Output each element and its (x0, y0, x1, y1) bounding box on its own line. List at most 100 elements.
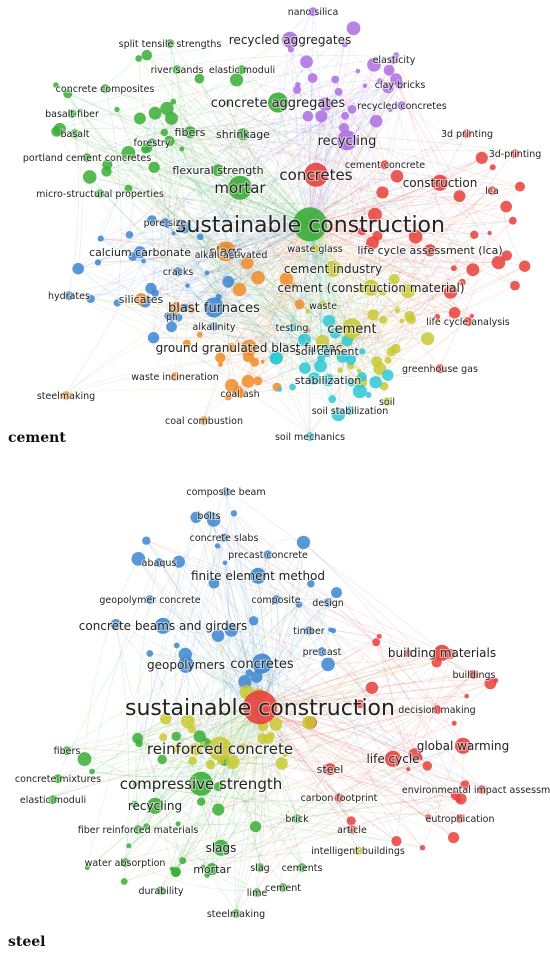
network-edge (68, 285, 294, 296)
network-edge (129, 81, 381, 236)
node-dot (314, 359, 327, 373)
network-edge (248, 230, 363, 347)
node-dot (287, 46, 295, 53)
network-edge (56, 131, 398, 311)
network-edge (277, 80, 401, 102)
node-dot (323, 314, 336, 328)
network-edge (241, 66, 431, 249)
keyword-label: steelmaking (207, 909, 265, 920)
network-edge (166, 108, 179, 309)
node-dot (196, 233, 204, 241)
network-edge (146, 826, 258, 891)
node-dot (187, 305, 196, 314)
node-dot (376, 186, 389, 199)
network-edge (145, 148, 334, 268)
keyword-label: river sands (151, 65, 204, 76)
network-edge (175, 706, 261, 873)
network-edge (271, 735, 429, 818)
network-edge (154, 166, 372, 287)
keyword-node (380, 160, 390, 170)
network-edge (226, 249, 361, 382)
node-dot (124, 184, 133, 193)
network-edge (236, 79, 311, 225)
keyword-label: composite beam (186, 487, 265, 498)
network-edge (226, 102, 311, 225)
keyword-node (208, 736, 232, 761)
keyword-label: pre-cast (303, 647, 342, 658)
node-dot (339, 122, 349, 133)
network-edge (211, 784, 466, 868)
keyword-label: ph (166, 312, 178, 323)
network-edge (164, 219, 276, 359)
network-edge (202, 763, 282, 867)
network-edge (309, 79, 397, 227)
node-dot (72, 262, 84, 275)
node-dot (378, 288, 387, 296)
network-edge (91, 559, 160, 772)
network-edge (89, 176, 311, 225)
network-edge (235, 542, 304, 912)
node-dot (194, 73, 205, 84)
keyword-node (477, 785, 487, 795)
keyword-node (463, 317, 473, 327)
network-edge (153, 167, 328, 350)
network-edge (178, 315, 384, 321)
network-edge (182, 706, 261, 861)
network-edge (219, 223, 311, 358)
node-dot (367, 309, 379, 321)
network-edge (104, 85, 122, 304)
network-edge (187, 8, 314, 286)
network-edge (330, 629, 454, 838)
network-edge (137, 517, 197, 739)
node-dot (212, 803, 225, 816)
node-dot (175, 821, 181, 827)
network-edge (217, 545, 377, 643)
network-edge (309, 223, 389, 361)
network-edge (138, 58, 324, 304)
network-edge (139, 249, 396, 349)
network-edge (175, 223, 311, 309)
keyword-node (252, 653, 272, 674)
network-edge (84, 664, 329, 760)
network-edge (259, 542, 304, 708)
network-edge (135, 784, 461, 817)
node-dot (382, 82, 394, 94)
network-edge (309, 223, 463, 283)
network-edge (106, 138, 348, 172)
keyword-label: soil cement (295, 345, 359, 358)
keyword-node (424, 244, 436, 257)
network-edge (187, 130, 468, 286)
network-edge (167, 223, 311, 317)
keyword-node (432, 174, 448, 191)
node-dot (338, 343, 344, 349)
keyword-label: cement (327, 322, 376, 337)
network-edge (225, 488, 443, 652)
network-edge (338, 91, 455, 269)
network-edge (153, 291, 383, 339)
network-edge (213, 582, 263, 663)
network-edge (396, 175, 513, 222)
keyword-label: forestry (134, 138, 171, 149)
network-edge (57, 764, 211, 777)
keyword-node (237, 128, 249, 141)
keyword-node (70, 129, 80, 139)
network-edge (99, 190, 460, 204)
network-edge (296, 89, 363, 232)
node-dot (141, 49, 153, 61)
network-edge (200, 801, 213, 868)
network-edge (217, 545, 464, 745)
node-dot (294, 299, 305, 310)
keyword-label: environmental impact assessmen (402, 785, 550, 796)
network-edge (104, 85, 311, 225)
node-dot (188, 756, 197, 766)
network-edge (146, 54, 311, 225)
node-dot (250, 670, 263, 683)
node-dot (197, 797, 206, 806)
node-dot (164, 135, 175, 147)
network-edge (344, 115, 525, 267)
network-edge (307, 70, 359, 331)
network-edge (309, 220, 513, 227)
keyword-node (382, 397, 392, 407)
network-edge (292, 351, 392, 388)
network-edge (235, 766, 331, 912)
